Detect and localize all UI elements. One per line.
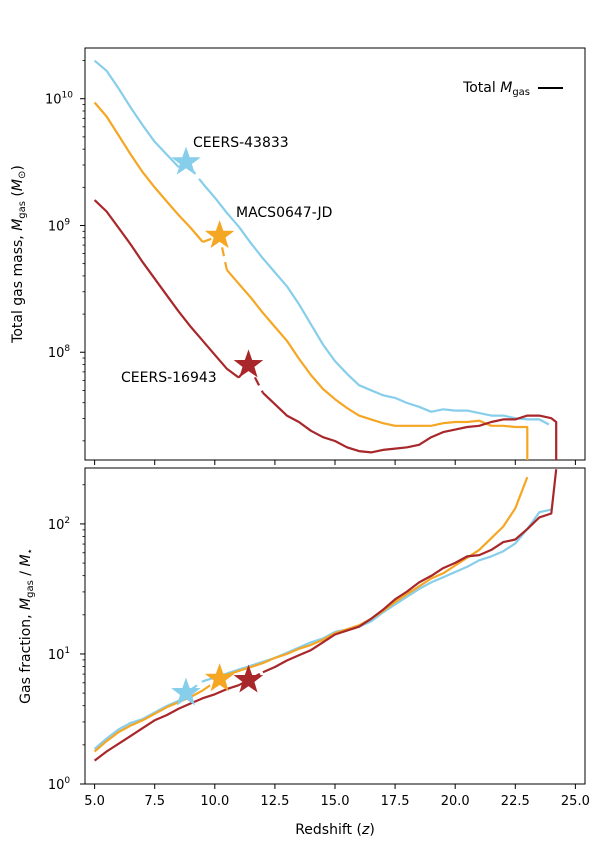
top-legend: Total Mgas: [462, 80, 563, 98]
bottom-panel: 100 101 102 5.0 7.5 10.0 12.5 15.0 17.5 20.0 22.5…: [18, 467, 590, 838]
bottom-series-clip: [93, 469, 558, 762]
top-panel: 108 109 1010 Total gas mass, Mgas (M⊙) Tot…: [10, 47, 586, 465]
star-marker-ceers-16943: [233, 349, 264, 378]
top-series-clip: [93, 59, 558, 460]
bottom-x-ticks: 5.0 7.5 10.0 12.5 15.0 17.5 20.0 22.5 25.0: [84, 784, 590, 809]
x-tick-label: 17.5: [381, 794, 410, 809]
x-tick-label: 20.0: [441, 794, 470, 809]
bottom-series-group: [93, 469, 558, 762]
star-marker-ceers-43833: [171, 677, 201, 706]
annotation-macs0647-jd: MACS0647-JD: [236, 205, 332, 221]
x-tick-label: 15.0: [321, 794, 350, 809]
series-line-ceers-43833-late: [202, 508, 552, 683]
top-y-ticks: 108 109 1010: [45, 60, 85, 442]
series-line-macs0647-jd-late: [226, 476, 529, 676]
y-tick-label: 1010: [45, 91, 73, 108]
series-line-macs0647-jd-late: [225, 269, 529, 460]
y-tick-label: 100: [48, 776, 71, 793]
y-tick-label: 102: [48, 516, 70, 533]
series-line-ceers-43833-early: [93, 699, 180, 750]
x-tick-label: 25.0: [561, 794, 590, 809]
x-tick-label: 10.0: [200, 794, 229, 809]
y-tick-label: 101: [48, 646, 70, 663]
series-line-ceers-43833-early: [93, 59, 180, 168]
star-marker-ceers-43833: [171, 146, 201, 175]
series-line-ceers-16943-early: [93, 199, 240, 379]
series-line-ceers-16943-early: [93, 684, 240, 762]
annotation-ceers-16943: CEERS-16943: [121, 370, 217, 386]
x-tick-label: 12.5: [260, 794, 289, 809]
top-x-ticks: [94, 460, 576, 465]
legend-label: Total Mgas: [462, 80, 530, 98]
bottom-y-axis-label: Gas fraction, Mgas / M⋆: [18, 548, 36, 704]
x-axis-label: Redshift (z): [295, 822, 375, 838]
top-series-group: [93, 59, 558, 460]
top-annotations: CEERS-43833 MACS0647-JD CEERS-16943: [121, 135, 332, 386]
series-line-macs0647-jd-early: [93, 101, 204, 243]
top-y-axis-label: Total gas mass, Mgas (M⊙): [10, 165, 28, 344]
series-line-ceers-16943-gap: [238, 671, 264, 687]
series-line-ceers-16943-late: [262, 469, 558, 674]
y-tick-label: 109: [48, 217, 71, 234]
star-marker-ceers-16943: [233, 664, 264, 693]
x-tick-label: 22.5: [501, 794, 530, 809]
x-tick-label: 5.0: [84, 794, 105, 809]
annotation-ceers-43833: CEERS-43833: [193, 135, 289, 151]
star-marker-macs0647-jd: [204, 663, 235, 692]
x-tick-label: 7.5: [144, 794, 165, 809]
y-tick-label: 108: [48, 344, 71, 361]
bottom-y-ticks: 100 101 102: [48, 484, 85, 793]
series-line-ceers-43833-late: [201, 182, 550, 426]
star-marker-macs0647-jd: [204, 220, 235, 249]
series-line-ceers-16943-late: [262, 392, 558, 460]
